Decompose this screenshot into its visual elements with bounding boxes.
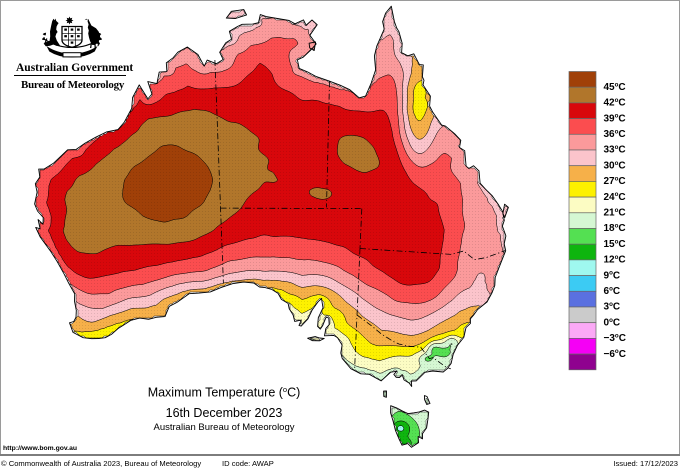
svg-text:−3oC: −3oC xyxy=(604,333,626,345)
svg-text:30oC: 30oC xyxy=(604,160,626,172)
svg-text:−6oC: −6oC xyxy=(604,348,626,360)
svg-text:12oC: 12oC xyxy=(604,254,626,266)
svg-text:3oC: 3oC xyxy=(604,301,621,313)
svg-text:9oC: 9oC xyxy=(604,270,621,282)
svg-text:6oC: 6oC xyxy=(604,285,621,297)
svg-text:36oC: 36oC xyxy=(604,128,626,140)
svg-text:39oC: 39oC xyxy=(604,113,626,125)
svg-text:42oC: 42oC xyxy=(604,97,626,109)
svg-text:18oC: 18oC xyxy=(604,223,626,235)
svg-text:45oC: 45oC xyxy=(604,81,626,93)
svg-text:24oC: 24oC xyxy=(604,191,626,203)
svg-text:21oC: 21oC xyxy=(604,207,626,219)
svg-text:33oC: 33oC xyxy=(604,144,626,156)
svg-text:0oC: 0oC xyxy=(604,317,621,329)
svg-text:15oC: 15oC xyxy=(604,238,626,250)
svg-text:27oC: 27oC xyxy=(604,176,626,188)
